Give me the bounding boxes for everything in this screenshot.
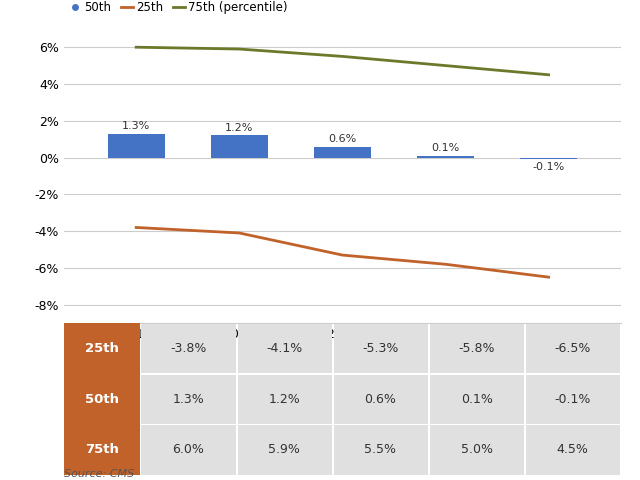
Bar (237, 324, 332, 373)
Bar (526, 374, 620, 424)
Bar (64, 323, 140, 374)
Text: -6.5%: -6.5% (554, 342, 591, 355)
Bar (64, 424, 140, 475)
Text: -5.3%: -5.3% (362, 342, 399, 355)
Bar (237, 425, 332, 475)
Text: 25th: 25th (85, 342, 119, 355)
Text: 6.0%: 6.0% (172, 444, 204, 456)
Text: 1.2%: 1.2% (225, 123, 253, 133)
Bar (237, 374, 332, 424)
Text: Source: CMS: Source: CMS (64, 469, 134, 479)
Bar (64, 374, 140, 424)
Bar (211, 135, 268, 157)
Text: 0.6%: 0.6% (328, 134, 356, 144)
Text: 5.9%: 5.9% (268, 444, 300, 456)
Text: -4.1%: -4.1% (266, 342, 303, 355)
Text: 5.0%: 5.0% (461, 444, 493, 456)
Text: 75th: 75th (85, 444, 119, 456)
Bar (430, 374, 524, 424)
Bar (417, 156, 474, 157)
Bar (526, 324, 620, 373)
Text: 0.1%: 0.1% (461, 393, 493, 406)
Bar (520, 157, 577, 159)
Bar (314, 146, 371, 157)
Bar (430, 324, 524, 373)
Bar (526, 425, 620, 475)
Text: 1.2%: 1.2% (268, 393, 300, 406)
Text: 0.1%: 0.1% (431, 144, 460, 153)
Bar (334, 324, 428, 373)
Bar (108, 133, 164, 157)
Text: 0.6%: 0.6% (365, 393, 396, 406)
Text: 1.3%: 1.3% (172, 393, 204, 406)
Text: 4.5%: 4.5% (557, 444, 589, 456)
Legend: 50th, 25th, 75th (percentile): 50th, 25th, 75th (percentile) (65, 0, 292, 19)
Text: -5.8%: -5.8% (458, 342, 495, 355)
Text: 50th: 50th (85, 393, 119, 406)
Bar (141, 324, 236, 373)
Text: -0.1%: -0.1% (554, 393, 591, 406)
Text: -3.8%: -3.8% (170, 342, 206, 355)
Bar (334, 374, 428, 424)
Text: -0.1%: -0.1% (532, 162, 564, 172)
Bar (141, 374, 236, 424)
Bar (334, 425, 428, 475)
Text: 5.5%: 5.5% (364, 444, 396, 456)
Text: 1.3%: 1.3% (122, 121, 150, 131)
Bar (430, 425, 524, 475)
Bar (141, 425, 236, 475)
